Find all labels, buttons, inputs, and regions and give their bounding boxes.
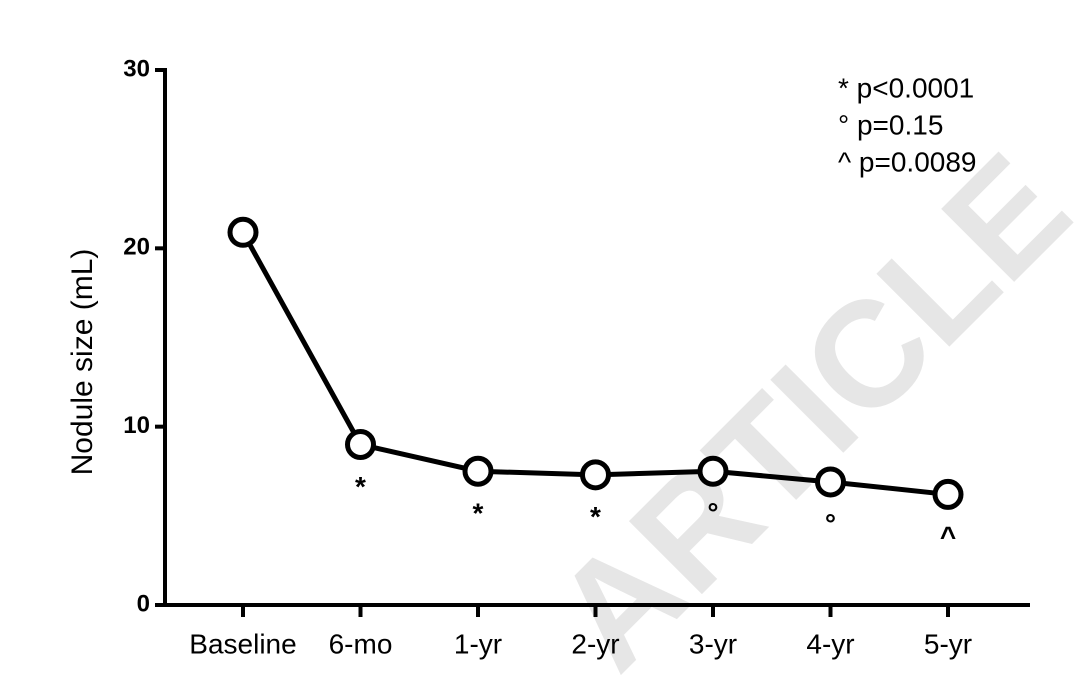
data-point: [697, 455, 729, 487]
legend-note: ^ p=0.0089: [838, 146, 976, 177]
x-tick-label: 4-yr: [806, 628, 854, 659]
data-point: [227, 216, 259, 248]
point-label: °: [707, 498, 718, 529]
y-tick-label: 0: [137, 590, 150, 617]
data-point: [815, 466, 846, 498]
x-tick-label: 6-mo: [329, 628, 393, 659]
data-point: [580, 459, 611, 491]
point-label: ^: [940, 521, 956, 552]
x-tick-label: Baseline: [189, 628, 296, 659]
y-tick-label: 10: [123, 412, 150, 439]
y-tick-label: 20: [123, 234, 150, 261]
x-tick-label: 2-yr: [571, 628, 619, 659]
y-tick-label: 30: [123, 55, 150, 82]
point-label: *: [590, 501, 601, 532]
x-tick-label: 1-yr: [454, 628, 502, 659]
point-label: *: [355, 471, 366, 502]
legend-note: ° p=0.15: [838, 109, 943, 140]
point-label: °: [825, 508, 836, 539]
x-tick-label: 5-yr: [924, 628, 972, 659]
data-point: [345, 429, 376, 460]
point-label: *: [473, 498, 484, 529]
y-axis-label: Nodule size (mL): [66, 249, 99, 476]
legend-note: * p<0.0001: [838, 72, 974, 103]
data-point: [932, 478, 964, 510]
x-tick-label: 3-yr: [689, 628, 737, 659]
data-point: [462, 455, 494, 487]
